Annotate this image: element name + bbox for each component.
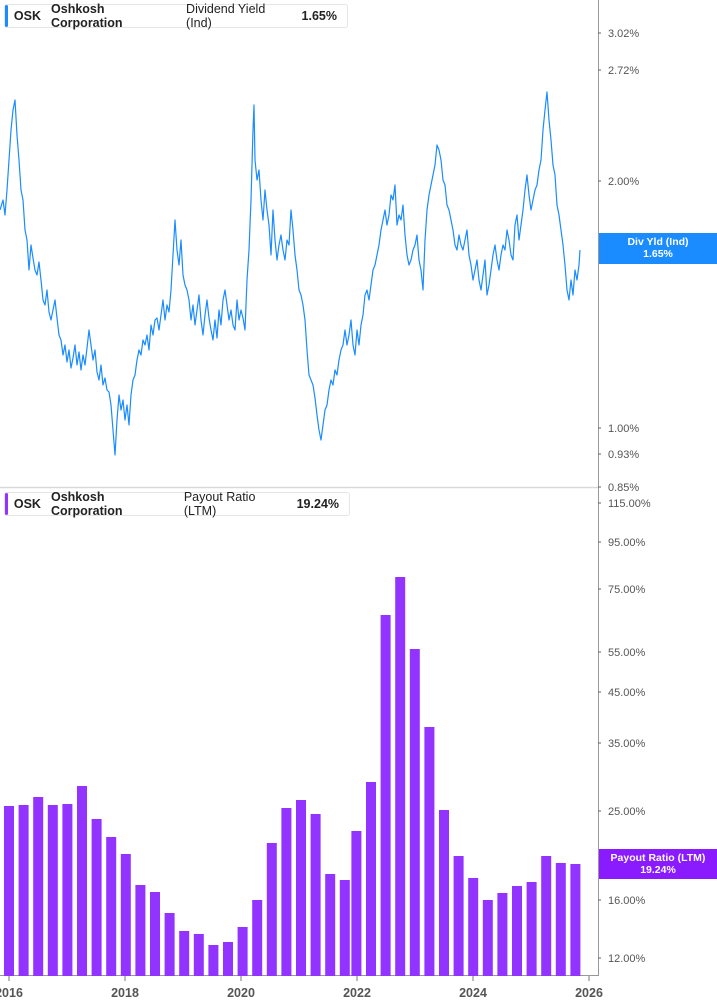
y-tick-label: 75.00% <box>608 584 646 596</box>
y-tick-label: 2.00% <box>608 176 639 188</box>
legend-ticker: OSK <box>13 497 41 511</box>
y-tick-label: 95.00% <box>608 537 646 549</box>
tag-value: 19.24% <box>640 864 676 876</box>
y-tick-label: 35.00% <box>608 738 646 750</box>
payout-ratio-value-tag: Payout Ratio (LTM) 19.24% <box>599 849 717 879</box>
tag-label: Div Yld (Ind) <box>627 236 689 248</box>
x-tick-label: 2026 <box>575 986 603 1000</box>
dividend-yield-line[interactable] <box>0 91 581 456</box>
y-tick-label: 3.02% <box>608 28 639 40</box>
x-tick-label: 2024 <box>459 986 487 1000</box>
x-tick-label: 2018 <box>111 986 139 1000</box>
y-tick-label: 0.85% <box>608 482 639 494</box>
y-tick-label: 0.93% <box>608 449 639 461</box>
legend-value: 1.65% <box>301 9 337 23</box>
legend-ticker: OSK <box>13 9 42 23</box>
y-tick-label: 45.00% <box>608 687 646 699</box>
y-tick-label: 12.00% <box>608 953 646 965</box>
y-tick-label: 25.00% <box>608 806 646 818</box>
legend-metric: Dividend Yield (Ind) <box>186 2 266 30</box>
top-y-axis: 3.02% 2.72% 2.00% 1.00% 0.93% 0.85% <box>598 28 639 494</box>
series-color-swatch <box>5 493 8 515</box>
legend-value: 19.24% <box>296 497 340 511</box>
y-tick-label: 16.00% <box>608 895 646 907</box>
y-tick-label: 1.00% <box>608 423 639 435</box>
legend-dividend-yield[interactable]: OSK Oshkosh Corporation Dividend Yield (… <box>4 2 348 30</box>
x-axis: 2016 2018 2020 2022 2024 2026 <box>0 976 603 1000</box>
legend-company: Oshkosh Corporation <box>50 490 123 518</box>
legend-payout-ratio[interactable]: OSK Oshkosh Corporation Payout Ratio (LT… <box>4 490 350 518</box>
legend-metric: Payout Ratio (LTM) <box>183 490 256 518</box>
x-tick-label: 2016 <box>0 986 23 1000</box>
x-tick-label: 2020 <box>227 986 255 1000</box>
payout-ratio-bars[interactable] <box>4 577 581 976</box>
dividend-yield-value-tag: Div Yld (Ind) 1.65% <box>599 233 717 264</box>
y-tick-label: 2.72% <box>608 65 639 77</box>
bottom-y-axis: 115.00% 95.00% 75.00% 55.00% 45.00% 35.0… <box>598 498 651 965</box>
y-tick-label: 115.00% <box>608 498 651 510</box>
tag-value: 1.65% <box>643 248 673 260</box>
x-tick-label: 2022 <box>343 986 371 1000</box>
tag-label: Payout Ratio (LTM) <box>610 852 706 864</box>
series-color-swatch <box>5 5 8 27</box>
y-tick-label: 55.00% <box>608 647 646 659</box>
legend-company: Oshkosh Corporation <box>51 2 123 30</box>
